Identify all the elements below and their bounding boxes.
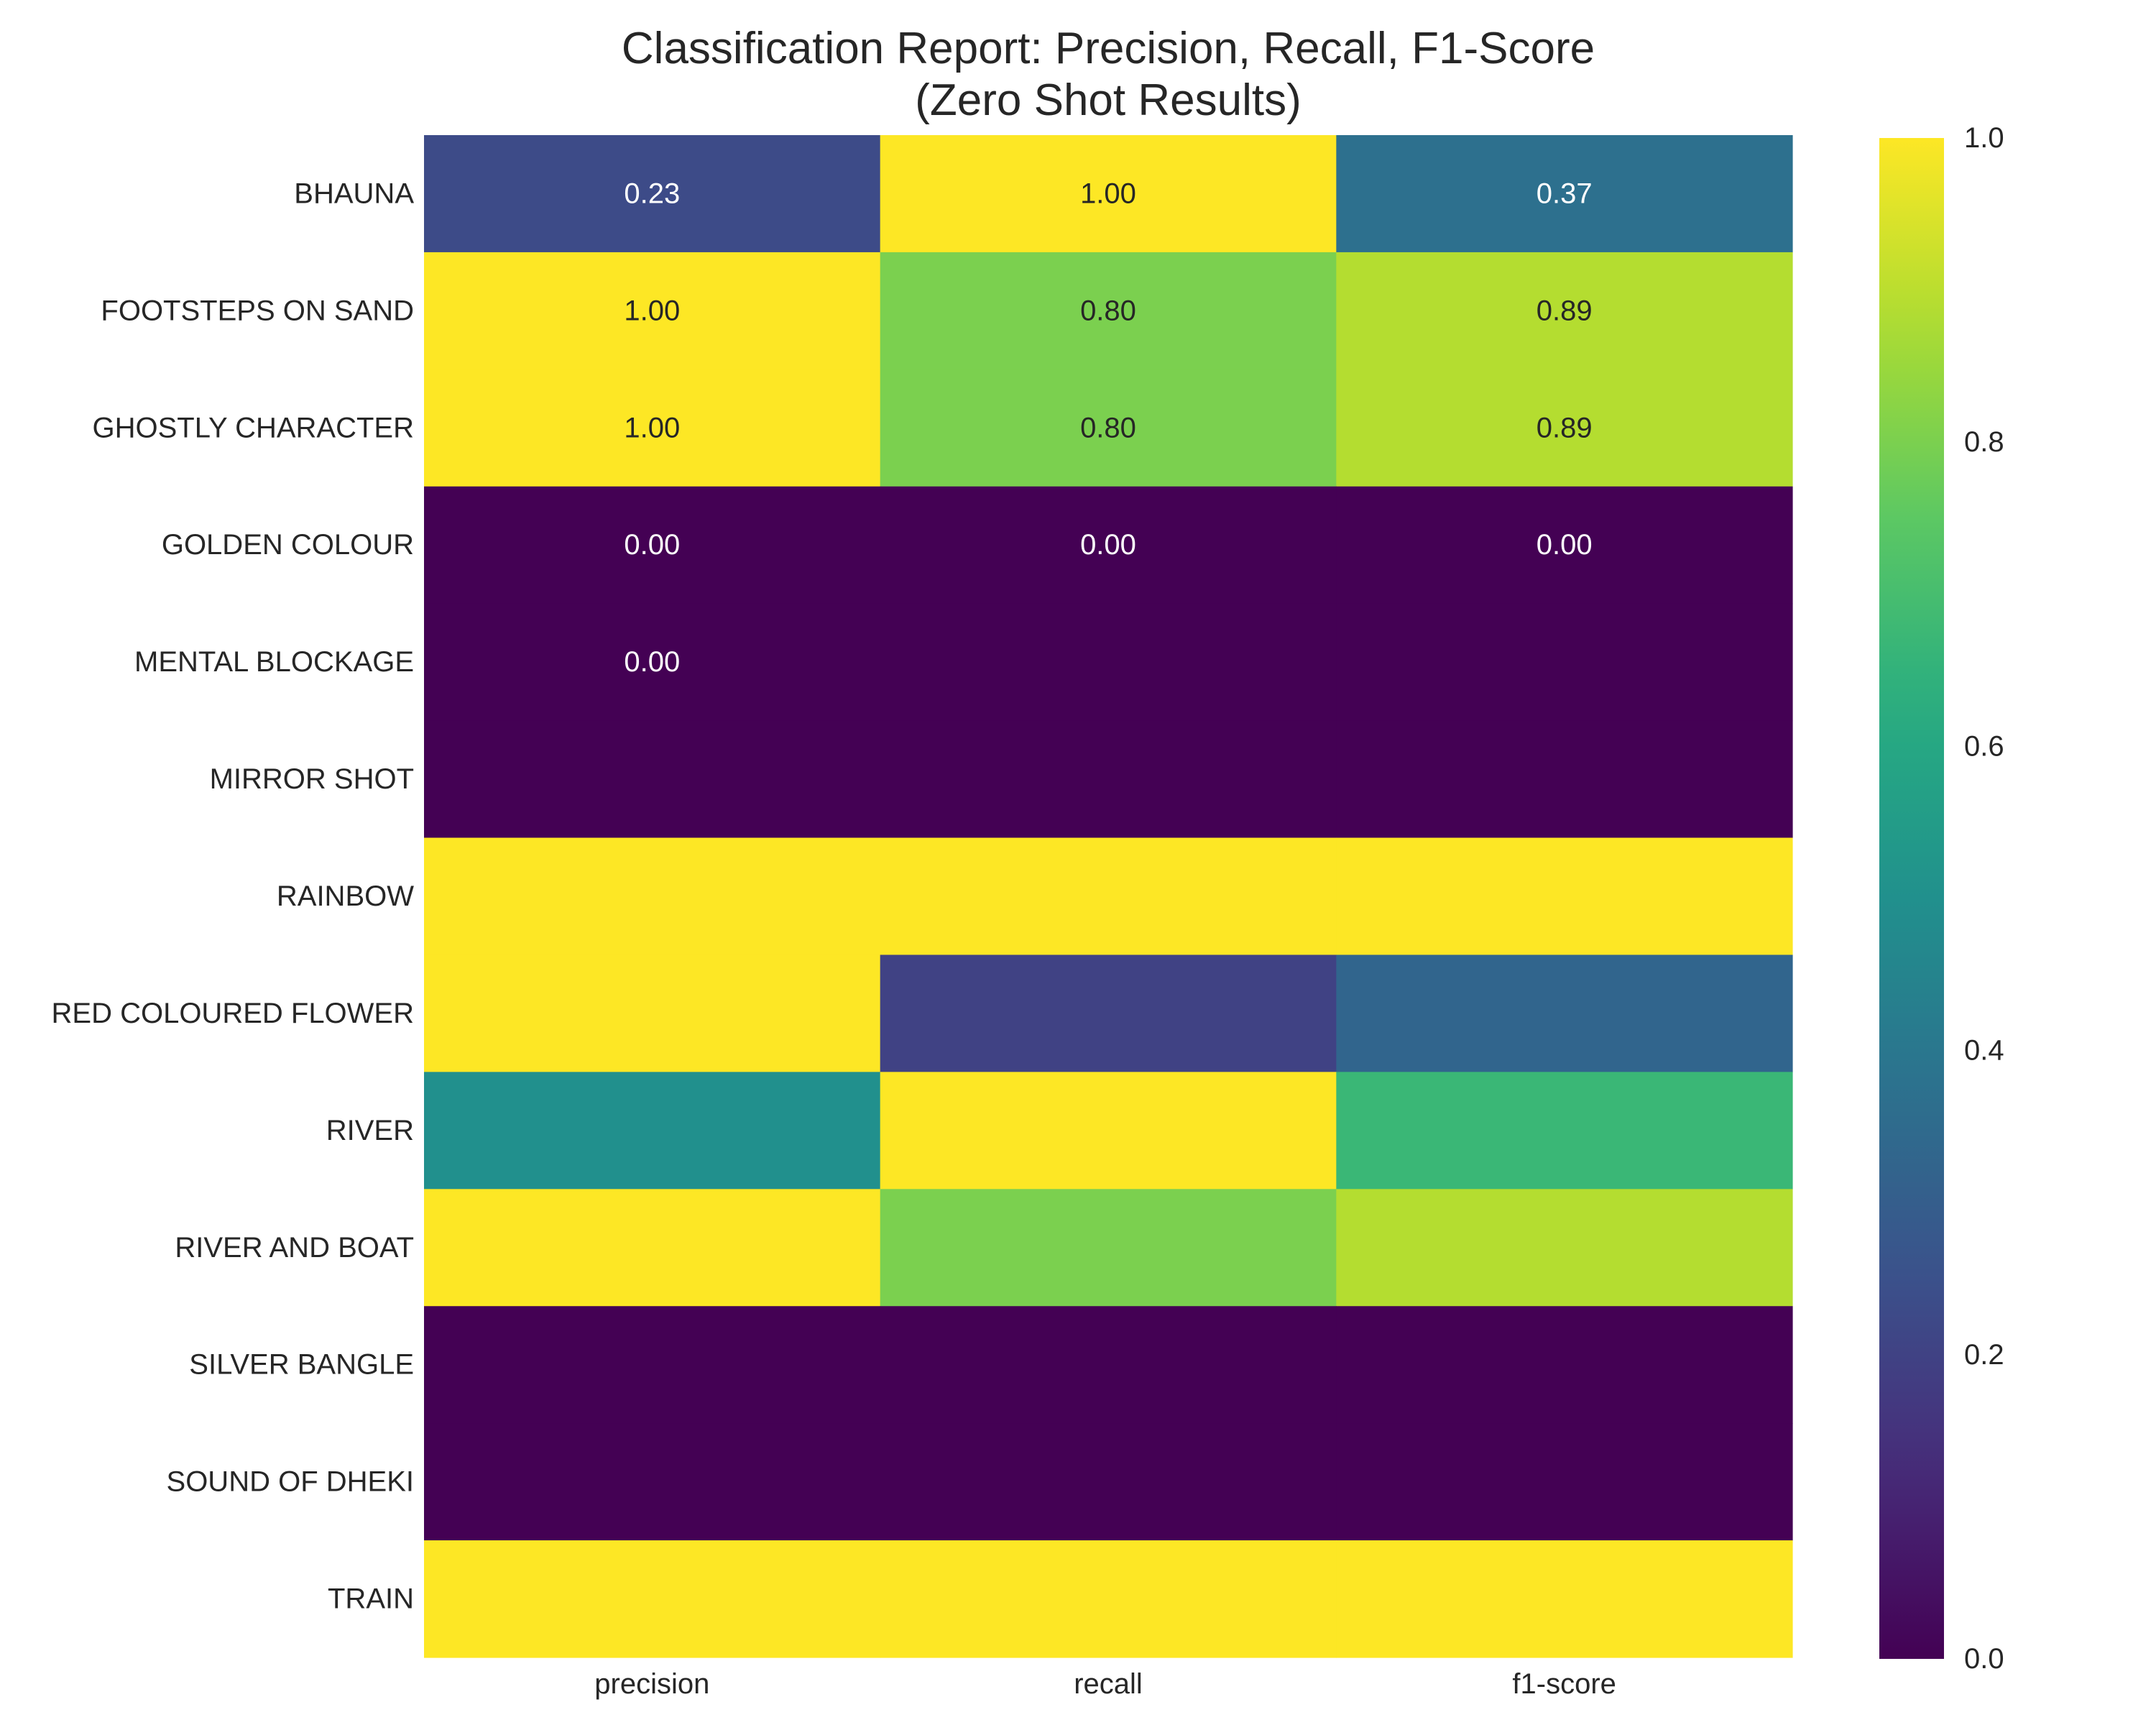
- cell-annotation: 0.37: [1537, 178, 1593, 209]
- heatmap-cell: [880, 603, 1337, 722]
- heatmap-cell: [1336, 486, 1793, 604]
- chart-title-line: (Zero Shot Results): [915, 75, 1302, 125]
- row-tick-label: SOUND OF DHEKI: [167, 1466, 414, 1498]
- row-tick-label: GOLDEN COLOUR: [162, 529, 414, 561]
- heatmap-cell: [1336, 1306, 1793, 1424]
- heatmap-cell: [424, 1189, 881, 1307]
- cell-annotation: 0.00: [624, 529, 680, 561]
- row-tick-label: RAINBOW: [277, 880, 414, 912]
- heatmap-cell: [1336, 954, 1793, 1072]
- heatmap-cell: [424, 486, 881, 604]
- heatmap-cell: [880, 1189, 1337, 1307]
- heatmap-cell: [1336, 720, 1793, 839]
- heatmap-cell: [424, 954, 881, 1072]
- row-tick-label: RED COLOURED FLOWER: [52, 998, 415, 1029]
- colorbar-tick-label: 0.4: [1964, 1035, 2004, 1067]
- colorbar-tick-label: 0.6: [1964, 730, 2004, 762]
- colorbar-tick-label: 0.0: [1964, 1643, 2004, 1675]
- heatmap-cell: [424, 1306, 881, 1424]
- heatmap-cell: [1336, 1072, 1793, 1190]
- chart-title-line: Classification Report: Precision, Recall…: [622, 24, 1595, 73]
- heatmap-cell: [424, 252, 881, 370]
- chart-title: Classification Report: Precision, Recall…: [622, 24, 1595, 125]
- cell-annotation: 0.00: [1080, 529, 1136, 561]
- heatmap-cell: [880, 1540, 1337, 1658]
- cell-annotation: 0.23: [624, 178, 680, 209]
- heatmap-cell: [424, 1072, 881, 1190]
- heatmap-cell: [424, 837, 881, 956]
- column-tick-label: precision: [594, 1668, 709, 1700]
- cell-annotation: 1.00: [624, 412, 680, 443]
- row-tick-label: GHOSTLY CHARACTER: [93, 412, 414, 443]
- heatmap-cell: [880, 1423, 1337, 1541]
- row-tick-label: MENTAL BLOCKAGE: [134, 646, 414, 678]
- heatmap-cell: [1336, 837, 1793, 956]
- heatmap-cell: [1336, 369, 1793, 487]
- column-tick-label: recall: [1074, 1668, 1143, 1700]
- cell-annotation: 0.89: [1537, 295, 1593, 326]
- heatmap-cell: [1336, 1423, 1793, 1541]
- heatmap-cell: [880, 369, 1337, 487]
- cell-annotations: 0.23 1.00 0.37 1.00 0.80 0.89 1.00 0.80 0.89 0.00…: [624, 178, 1592, 678]
- heatmap-cell: [1336, 603, 1793, 722]
- column-tick-label: f1-score: [1512, 1668, 1616, 1700]
- heatmap-cell: [880, 252, 1337, 370]
- heatmap-cell: [424, 1423, 881, 1541]
- cell-annotation: 0.89: [1537, 412, 1593, 443]
- cell-annotation: 0.00: [1537, 529, 1593, 561]
- row-tick-label: MIRROR SHOT: [210, 763, 414, 795]
- row-tick-label: BHAUNA: [294, 178, 414, 209]
- row-tick-label: TRAIN: [328, 1583, 414, 1615]
- heatmap-cells: [424, 135, 1793, 1658]
- heatmap-cell: [1336, 135, 1793, 253]
- row-tick-label: RIVER: [326, 1115, 414, 1146]
- colorbar-tick-label: 0.2: [1964, 1339, 2004, 1371]
- cell-annotation: 1.00: [1080, 178, 1136, 209]
- cell-annotation: 0.80: [1080, 295, 1136, 326]
- heatmap-cell: [880, 954, 1337, 1072]
- row-tick-label: RIVER AND BOAT: [175, 1232, 414, 1264]
- colorbar-tick-label: 0.8: [1964, 426, 2004, 458]
- heatmap-cell: [880, 720, 1337, 839]
- heatmap-cell: [880, 1306, 1337, 1424]
- heatmap-cell: [424, 135, 881, 253]
- cell-annotation: 0.00: [624, 646, 680, 678]
- heatmap-cell: [424, 369, 881, 487]
- row-tick-label: FOOTSTEPS ON SAND: [101, 295, 414, 326]
- heatmap-cell: [424, 1540, 881, 1658]
- heatmap-cell: [1336, 1189, 1793, 1307]
- row-labels: BHAUNA FOOTSTEPS ON SAND GHOSTLY CHARACTER…: [52, 178, 415, 1614]
- colorbar-tick-label: 1.0: [1964, 122, 2004, 154]
- row-tick-label: SILVER BANGLE: [189, 1349, 414, 1381]
- heatmap-cell: [424, 603, 881, 722]
- heatmap-cell: [1336, 252, 1793, 370]
- column-labels: precision recall f1-score: [594, 1668, 1616, 1700]
- colorbar: 0.0 0.2 0.4 0.6 0.8 1.0: [1879, 122, 2004, 1675]
- heatmap-cell: [1336, 1540, 1793, 1658]
- heatmap-cell: [424, 720, 881, 839]
- heatmap-cell: [880, 837, 1337, 956]
- cell-annotation: 0.80: [1080, 412, 1136, 443]
- cell-annotation: 1.00: [624, 295, 680, 326]
- colorbar-gradient: [1879, 138, 1944, 1659]
- heatmap-cell: [880, 1072, 1337, 1190]
- heatmap-cell: [880, 486, 1337, 604]
- heatmap-cell: [880, 135, 1337, 253]
